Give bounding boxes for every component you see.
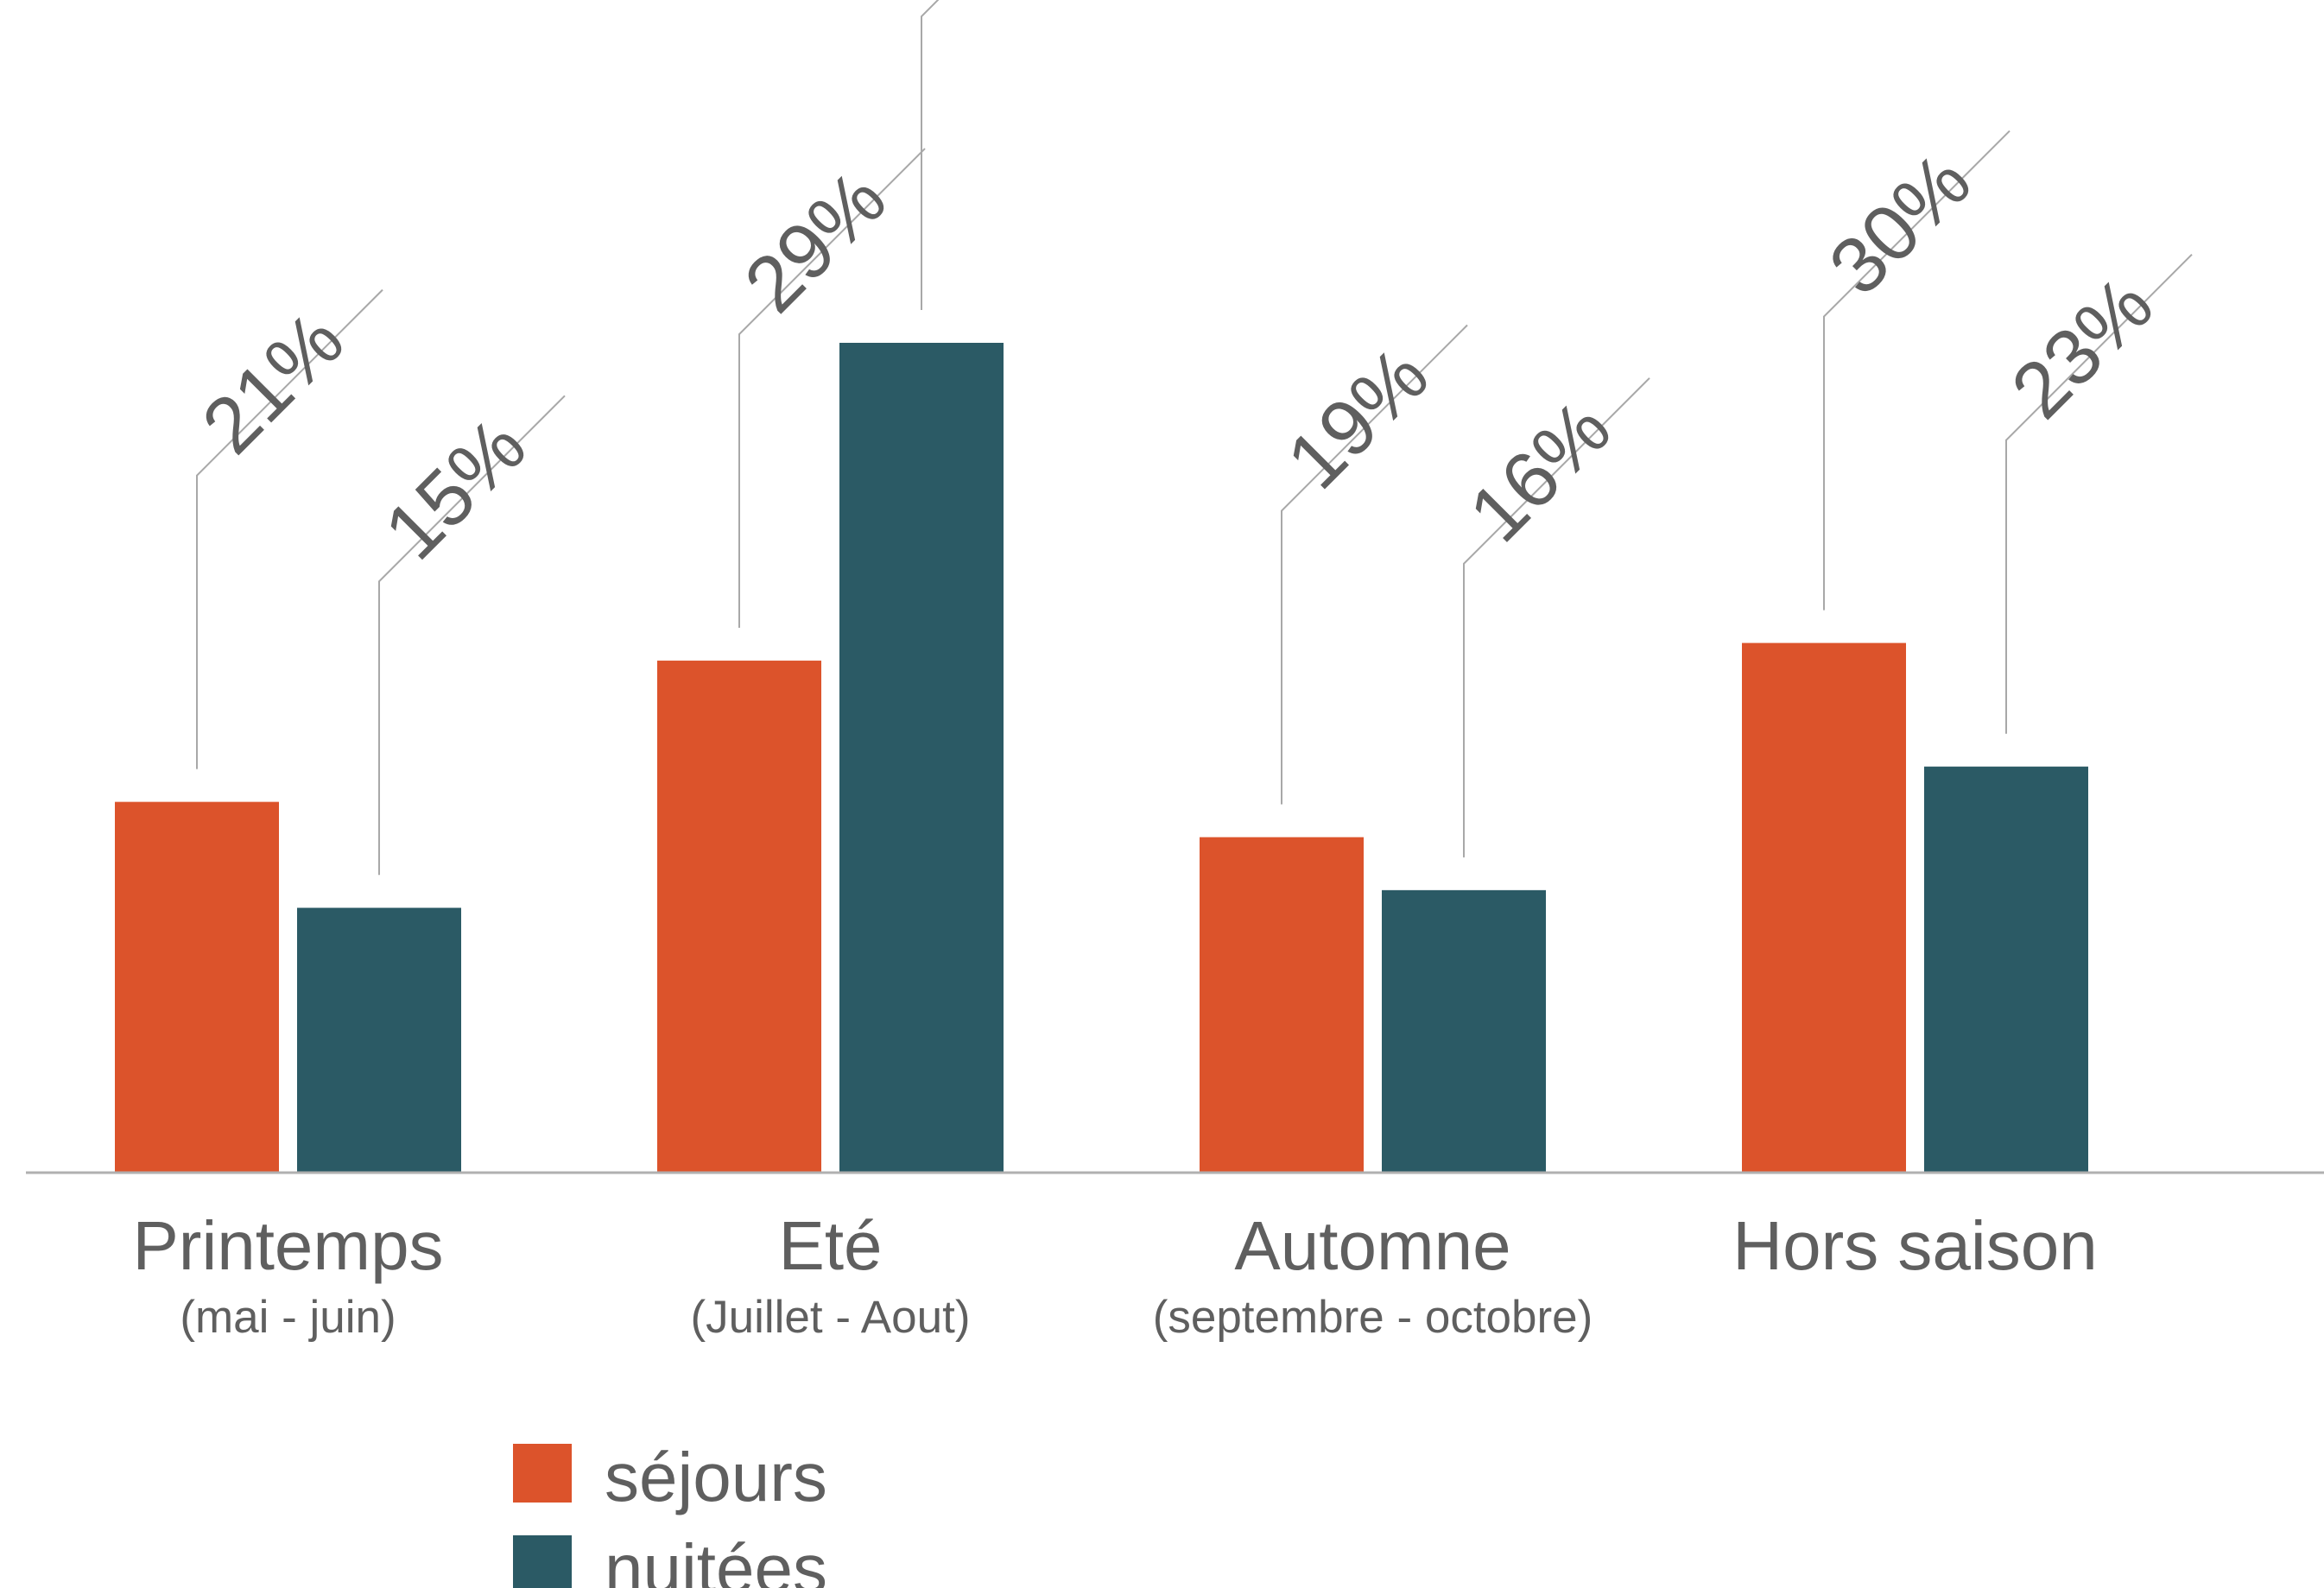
bar-Automne-séjours [1200, 837, 1364, 1173]
value-label-Hors saison-nuitées: 23% [1995, 261, 2169, 435]
leader-line-Printemps-nuitées [378, 395, 566, 876]
value-label-Automne-nuitées: 16% [1453, 384, 1627, 559]
leader-line-Hors saison-séjours [1823, 130, 2011, 611]
leader-lines [196, 0, 2193, 876]
bar-Eté-nuitées [839, 343, 1004, 1173]
bars [115, 343, 2088, 1173]
legend-swatch-nuitées [513, 1535, 572, 1588]
bar-Hors saison-séjours [1742, 642, 1906, 1173]
bar-Hors saison-nuitées [1924, 766, 2088, 1173]
value-label-Printemps-séjours: 21% [186, 295, 360, 470]
legend: séjours nuitées [513, 1439, 827, 1588]
bar-Printemps-nuitées [297, 908, 461, 1173]
category-sublabel: (septembre - octobre) [1153, 1292, 1593, 1343]
value-label-Automne-séjours: 19% [1270, 331, 1445, 505]
bar-Printemps-séjours [115, 801, 279, 1173]
legend-label-séjours: séjours [605, 1439, 827, 1515]
leader-line-Automne-nuitées [1463, 377, 1650, 857]
bar-Eté-séjours [657, 661, 821, 1173]
category-labels: Printemps (mai - juin) Eté (Juillet - Aout)… [132, 1207, 2097, 1343]
leader-line-Eté-nuitées [921, 0, 940, 310]
leader-line-Hors saison-nuitées [2005, 254, 2193, 734]
category-sublabel: (Juillet - Aout) [690, 1292, 970, 1343]
leader-line-Eté-séjours [738, 148, 926, 629]
value-label-Printemps-nuitées: 15% [368, 402, 542, 576]
category-label: Printemps [132, 1207, 443, 1284]
value-label-Hors saison-séjours: 30% [1813, 136, 1987, 311]
legend-label-nuitées: nuitées [605, 1530, 827, 1588]
value-label-Eté-séjours: 29% [728, 155, 902, 329]
category-label: Automne [1234, 1207, 1510, 1284]
value-labels: 21%15%29%47%19%16%30%23% [186, 0, 2169, 576]
legend-swatch-séjours [513, 1444, 572, 1503]
leader-line-Printemps-séjours [196, 288, 383, 769]
leader-line-Automne-séjours [1281, 324, 1468, 805]
bar-Automne-nuitées [1382, 889, 1546, 1173]
category-label: Hors saison [1732, 1207, 2097, 1284]
category-label: Eté [778, 1207, 882, 1284]
category-sublabel: (mai - juin) [180, 1292, 396, 1343]
